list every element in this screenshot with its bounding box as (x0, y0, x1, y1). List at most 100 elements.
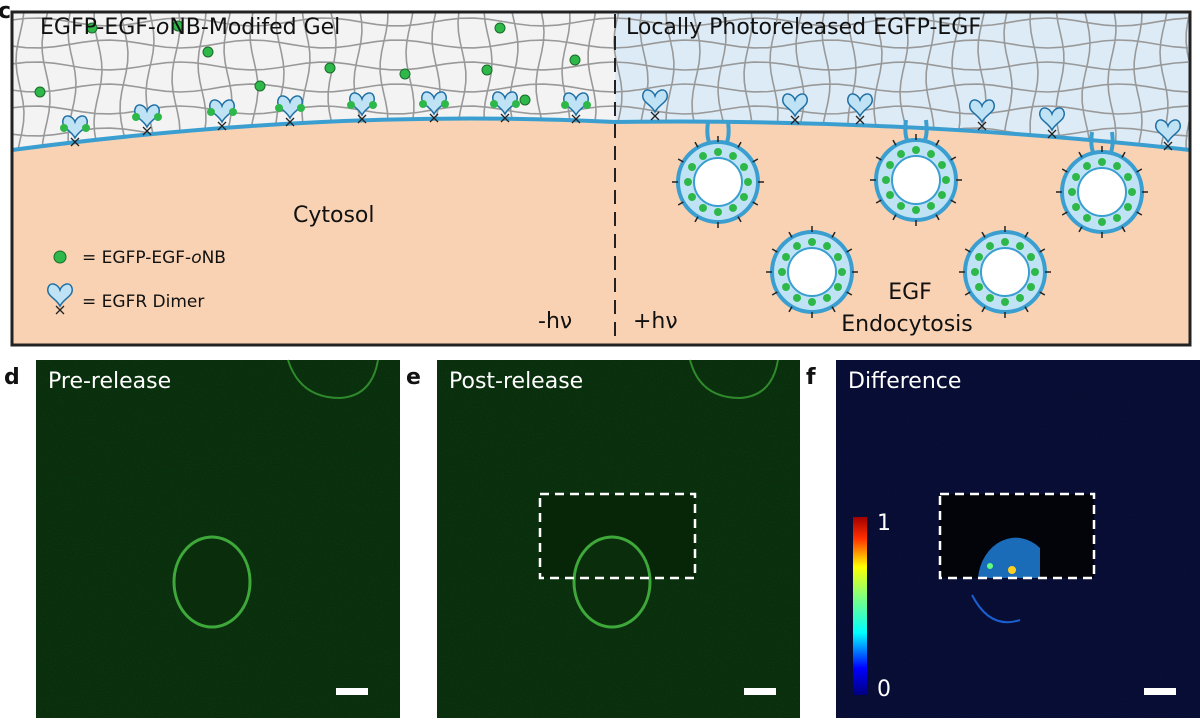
egf-dot (297, 104, 305, 112)
egfr-tail (737, 141, 742, 148)
mesh-line (12, 83, 1189, 93)
egf-dot (937, 161, 946, 169)
egf-dot (1083, 213, 1091, 222)
egf-dot (833, 283, 842, 291)
egf-dot (912, 206, 920, 214)
egfr-shape (847, 93, 873, 118)
egfr-tail (1024, 231, 1029, 238)
egf-dot (971, 268, 979, 276)
egfr-tail (694, 141, 699, 148)
egfr-tail (1078, 226, 1083, 233)
egf-dot (699, 152, 707, 161)
egf-dot (519, 94, 531, 106)
egfr-tail (1047, 129, 1057, 139)
egf-dot (1098, 158, 1106, 166)
legend-egfr: = EGFR Dimer (82, 292, 204, 312)
egf-dot (1016, 242, 1024, 251)
scale-bar (1144, 688, 1176, 695)
vesicle-lumen (891, 155, 941, 205)
cell-difference (971, 594, 1021, 624)
egf-dot (1123, 203, 1132, 211)
plus-light: +hν (633, 309, 678, 334)
mesh-line (12, 61, 1189, 71)
egfr-tail (875, 156, 882, 161)
colorbar-max: 1 (877, 511, 891, 536)
egfr-tail (892, 139, 897, 146)
egf-dot (1001, 238, 1009, 246)
egfr-tail (357, 114, 367, 124)
colorbar (853, 517, 867, 695)
egf-dot (1026, 253, 1035, 261)
egfr-dimer (1039, 107, 1065, 139)
egf-dot (729, 152, 737, 161)
egf-dot (1113, 213, 1121, 222)
minus-light: -hν (538, 309, 572, 334)
egfr-tail (831, 306, 836, 313)
egf-dot (1016, 293, 1024, 302)
egf-dot (782, 283, 791, 291)
egf-dot (347, 101, 355, 109)
mesh-line (1029, 12, 1039, 150)
cell-difference (978, 537, 1040, 578)
vesicle-lumen (787, 247, 837, 297)
egf-dot (793, 242, 801, 251)
egfr-tail (892, 214, 897, 221)
legend-egfr-icon (47, 283, 73, 315)
egf-dot (1123, 173, 1132, 181)
roi-box (938, 492, 1096, 580)
mesh-line (1133, 12, 1143, 150)
egf-dot (86, 22, 98, 34)
egfr-dimer (419, 91, 449, 123)
egf-dot (512, 100, 520, 108)
egfr-dimer (47, 283, 73, 315)
colorbar-min: 0 (877, 677, 891, 702)
egf-dot (1072, 173, 1081, 181)
egfr-tail (788, 231, 793, 238)
panel-label: e (406, 365, 421, 390)
cell (572, 535, 652, 629)
roi-box (538, 492, 697, 580)
mesh-line (12, 39, 1189, 49)
egfr-shape (1039, 107, 1065, 132)
egfr-dimer (642, 89, 668, 121)
egfr-shape (642, 89, 668, 114)
egfr-tail (964, 291, 971, 296)
egfr-tail (1039, 291, 1046, 296)
egf-dot (714, 148, 722, 156)
egf-dot (912, 146, 920, 154)
egfr-dimer (847, 93, 873, 125)
egf-dot (481, 64, 493, 76)
mesh-line (1055, 12, 1065, 150)
egf-dot (793, 293, 801, 302)
text: o (191, 248, 201, 268)
egf-dot (927, 201, 935, 210)
egfr-tail (771, 248, 778, 253)
egf-dot (986, 242, 994, 251)
vesicle-lumen (1077, 167, 1127, 217)
egfr-dimer (132, 104, 162, 136)
egf-dot (729, 203, 737, 212)
text: = EGFP-EGF- (82, 248, 191, 268)
egf-dot (975, 253, 984, 261)
egfr-tail (752, 158, 759, 163)
egfr-tail (1136, 211, 1143, 216)
egf-dot (1068, 188, 1076, 196)
egf-dot (699, 203, 707, 212)
egf-dot (1072, 203, 1081, 211)
egf-dot (882, 176, 890, 184)
mesh-line (41, 12, 51, 150)
egfr-tail (1024, 306, 1029, 313)
mesh-line (1107, 12, 1117, 150)
egfr-tail (1163, 141, 1173, 151)
egf-dot (399, 68, 411, 80)
cell (689, 359, 779, 400)
egfr-tail (950, 199, 957, 204)
egfr-shape (47, 283, 73, 308)
egf-dot (744, 178, 752, 186)
egfr-tail (771, 291, 778, 296)
egfr-tail (977, 121, 987, 131)
egfr-dimer (60, 115, 90, 147)
egf-dot (1128, 188, 1136, 196)
egfr-tail (500, 113, 510, 123)
